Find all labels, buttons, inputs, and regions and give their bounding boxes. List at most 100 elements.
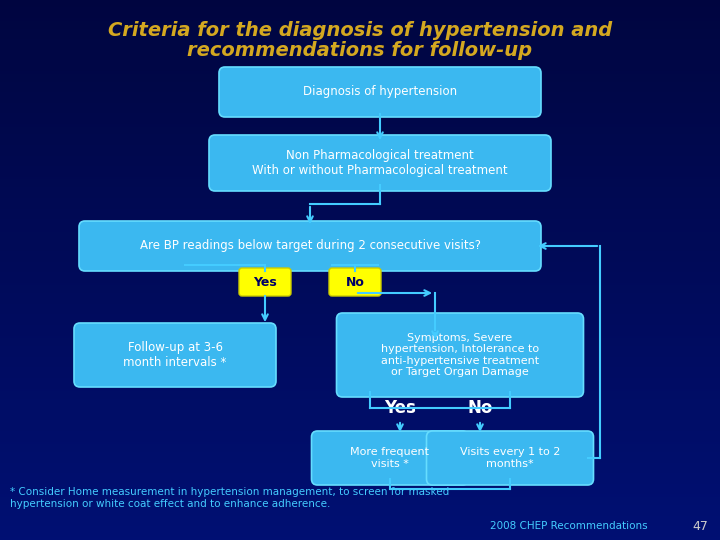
Bar — [0, 330, 720, 331]
Bar — [0, 314, 720, 315]
Bar — [0, 92, 720, 93]
Bar — [0, 167, 720, 168]
Bar — [0, 365, 720, 366]
Bar — [0, 48, 720, 49]
Bar — [0, 455, 720, 456]
Bar — [0, 388, 720, 389]
Bar — [0, 214, 720, 215]
Bar — [0, 539, 720, 540]
Bar — [0, 373, 720, 374]
Bar — [0, 524, 720, 525]
Bar — [0, 435, 720, 436]
Bar — [0, 508, 720, 509]
Bar — [0, 250, 720, 251]
Bar — [0, 135, 720, 136]
Bar — [0, 154, 720, 155]
Bar — [0, 381, 720, 382]
Bar — [0, 438, 720, 439]
Bar — [0, 361, 720, 362]
Bar — [0, 61, 720, 62]
Bar — [0, 523, 720, 524]
Bar — [0, 23, 720, 24]
Bar — [0, 137, 720, 138]
Bar — [0, 124, 720, 125]
Bar — [0, 39, 720, 40]
Bar — [0, 386, 720, 387]
FancyBboxPatch shape — [239, 268, 291, 296]
Bar — [0, 19, 720, 20]
Bar — [0, 189, 720, 190]
Bar — [0, 398, 720, 399]
Bar — [0, 71, 720, 72]
Bar — [0, 256, 720, 257]
Bar — [0, 234, 720, 235]
Bar — [0, 85, 720, 86]
Bar — [0, 522, 720, 523]
Bar — [0, 310, 720, 311]
Bar — [0, 378, 720, 379]
Bar — [0, 95, 720, 96]
Bar — [0, 354, 720, 355]
Bar — [0, 230, 720, 231]
Text: Diagnosis of hypertension: Diagnosis of hypertension — [303, 85, 457, 98]
Bar — [0, 198, 720, 199]
Bar — [0, 341, 720, 342]
Bar — [0, 28, 720, 29]
Bar — [0, 413, 720, 414]
Bar — [0, 349, 720, 350]
Bar — [0, 512, 720, 513]
Bar — [0, 31, 720, 32]
Bar — [0, 42, 720, 43]
Bar — [0, 134, 720, 135]
Bar — [0, 474, 720, 475]
FancyBboxPatch shape — [79, 221, 541, 271]
Bar — [0, 87, 720, 88]
Bar — [0, 403, 720, 404]
Bar — [0, 116, 720, 117]
Bar — [0, 185, 720, 186]
Bar — [0, 328, 720, 329]
Bar — [0, 318, 720, 319]
Bar — [0, 333, 720, 334]
Bar — [0, 88, 720, 89]
Bar — [0, 78, 720, 79]
Bar — [0, 430, 720, 431]
Bar — [0, 142, 720, 143]
Bar — [0, 266, 720, 267]
Bar — [0, 210, 720, 211]
Bar — [0, 312, 720, 313]
Bar — [0, 166, 720, 167]
Bar — [0, 448, 720, 449]
Bar — [0, 531, 720, 532]
Bar — [0, 311, 720, 312]
Bar — [0, 339, 720, 340]
Bar — [0, 195, 720, 196]
Bar — [0, 36, 720, 37]
Bar — [0, 473, 720, 474]
Bar — [0, 343, 720, 344]
Bar — [0, 86, 720, 87]
Text: Visits every 1 to 2
months*: Visits every 1 to 2 months* — [460, 447, 560, 469]
Bar — [0, 507, 720, 508]
Bar — [0, 7, 720, 8]
Bar — [0, 357, 720, 358]
FancyBboxPatch shape — [209, 135, 551, 191]
Bar — [0, 536, 720, 537]
Bar — [0, 30, 720, 31]
Bar — [0, 283, 720, 284]
Bar — [0, 362, 720, 363]
Bar — [0, 236, 720, 237]
Bar — [0, 145, 720, 146]
Bar — [0, 197, 720, 198]
Bar — [0, 433, 720, 434]
Bar — [0, 260, 720, 261]
Bar — [0, 115, 720, 116]
Bar — [0, 335, 720, 336]
Bar — [0, 499, 720, 500]
Bar — [0, 466, 720, 467]
Bar — [0, 447, 720, 448]
Bar — [0, 332, 720, 333]
Bar — [0, 146, 720, 147]
Bar — [0, 391, 720, 392]
Bar — [0, 33, 720, 34]
